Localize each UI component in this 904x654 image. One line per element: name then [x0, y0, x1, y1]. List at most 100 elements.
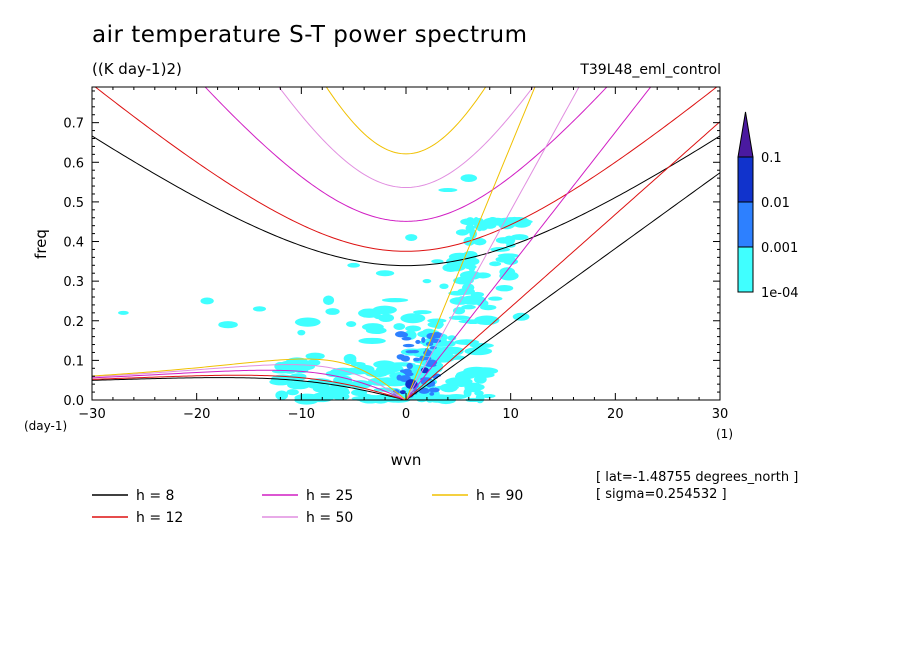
power-patch — [330, 367, 356, 376]
rossby-curve — [92, 358, 407, 400]
x-tick-label: −30 — [78, 407, 105, 422]
power-patch — [430, 331, 443, 339]
x-tick-label: −20 — [183, 407, 210, 422]
power-patch — [396, 374, 403, 381]
power-patch — [252, 306, 267, 312]
power-patch — [405, 372, 414, 377]
power-patch — [495, 284, 514, 292]
power-patch — [427, 321, 444, 328]
power-patch — [399, 369, 411, 374]
colorbar-segment — [737, 246, 754, 293]
power-patch — [468, 383, 485, 391]
power-patch — [294, 317, 321, 327]
power-patch — [453, 276, 474, 285]
colorbar-label: 0.001 — [761, 241, 798, 256]
legend-label: h = 12 — [136, 510, 183, 526]
power-patch — [372, 305, 397, 315]
power-patch — [375, 270, 395, 277]
x-tick-label: 10 — [502, 407, 519, 422]
power-patch — [468, 264, 476, 273]
power-patch — [413, 310, 432, 315]
power-patch — [118, 310, 129, 315]
power-patch — [422, 279, 432, 284]
power-patch — [305, 352, 325, 360]
spectrum-contours — [118, 174, 533, 405]
axes: −30 −20 −10 0 10 20 30 0.0 0.1 0.2 0.3 0.4 0.5 0.6 0.7 — [63, 87, 728, 422]
power-patch — [358, 337, 386, 344]
power-patch — [280, 365, 302, 371]
power-patch — [421, 337, 426, 344]
rossby-curve — [92, 377, 407, 400]
power-patch — [373, 313, 383, 320]
power-patch — [393, 323, 406, 330]
power-patch — [400, 332, 409, 338]
power-patch — [464, 347, 493, 356]
power-patch — [402, 343, 415, 348]
power-patch — [361, 323, 384, 331]
x-axis-label: wvn — [391, 451, 422, 469]
power-patch — [352, 389, 362, 395]
y-tick-label: 0.5 — [63, 196, 84, 211]
x-tick-label: 30 — [712, 407, 729, 422]
power-patch — [405, 379, 418, 390]
chart-title: air temperature S-T power spectrum — [92, 22, 528, 48]
power-patch — [410, 349, 420, 354]
legend-label: h = 90 — [476, 488, 523, 504]
power-patch — [275, 390, 289, 400]
power-patch — [454, 339, 480, 345]
power-patch — [200, 297, 214, 305]
power-patch — [297, 329, 306, 336]
power-patch — [447, 335, 457, 341]
power-patch — [399, 390, 406, 395]
x-tick-label: −10 — [288, 407, 315, 422]
inertia-gravity-curve — [92, 135, 720, 267]
run-id: T39L48_eml_control — [580, 62, 721, 78]
sigma-note: [ sigma=0.254532 ] — [596, 487, 727, 502]
power-patch — [445, 377, 473, 386]
y-tick-label: 0.4 — [63, 236, 84, 251]
power-patch — [510, 234, 529, 241]
power-patch — [405, 234, 418, 241]
power-patch — [427, 365, 437, 373]
legend-label: h = 8 — [136, 488, 174, 504]
dispersion-legend: h = 8 h = 12 h = 25 h = 50 h = 90 — [92, 488, 523, 526]
kelvin-curve — [405, 172, 720, 400]
power-patch — [378, 377, 397, 386]
power-patch — [405, 325, 422, 332]
power-patch — [375, 365, 397, 375]
inertia-gravity-curve — [325, 87, 487, 155]
power-patch — [448, 290, 467, 296]
colorbar-label: 1e-04 — [761, 286, 799, 301]
power-patch — [455, 229, 469, 236]
x-unit-label: (1) — [716, 427, 733, 441]
colorbar-segment — [737, 156, 754, 203]
y-tick-label: 0.0 — [63, 394, 84, 409]
y-axis-label: freq — [32, 229, 50, 259]
power-patch — [347, 262, 361, 268]
power-patch — [481, 394, 496, 399]
colorbar-label: 0.1 — [761, 151, 782, 166]
x-tick-label: 0 — [402, 407, 410, 422]
rossby-curve — [92, 369, 407, 400]
power-patch — [345, 321, 357, 327]
power-patch — [401, 336, 412, 341]
power-patch — [497, 253, 520, 259]
power-patch — [475, 393, 485, 404]
inertia-gravity-curve — [278, 87, 534, 189]
power-patch — [439, 383, 458, 393]
power-patch — [451, 347, 464, 356]
colorbar-segment — [737, 201, 754, 248]
power-patch — [463, 387, 472, 398]
power-patch — [381, 297, 409, 303]
inertia-gravity-curve — [94, 87, 718, 252]
y-tick-label: 0.3 — [63, 275, 84, 290]
power-patch — [429, 392, 435, 396]
power-patch — [325, 308, 340, 315]
power-patch — [449, 297, 471, 305]
legend-label: h = 25 — [306, 488, 353, 504]
power-patch — [427, 318, 447, 323]
power-patch — [472, 237, 487, 246]
power-patch — [298, 393, 312, 402]
y-tick-label: 0.1 — [63, 354, 84, 369]
kelvin-curve — [405, 87, 652, 400]
